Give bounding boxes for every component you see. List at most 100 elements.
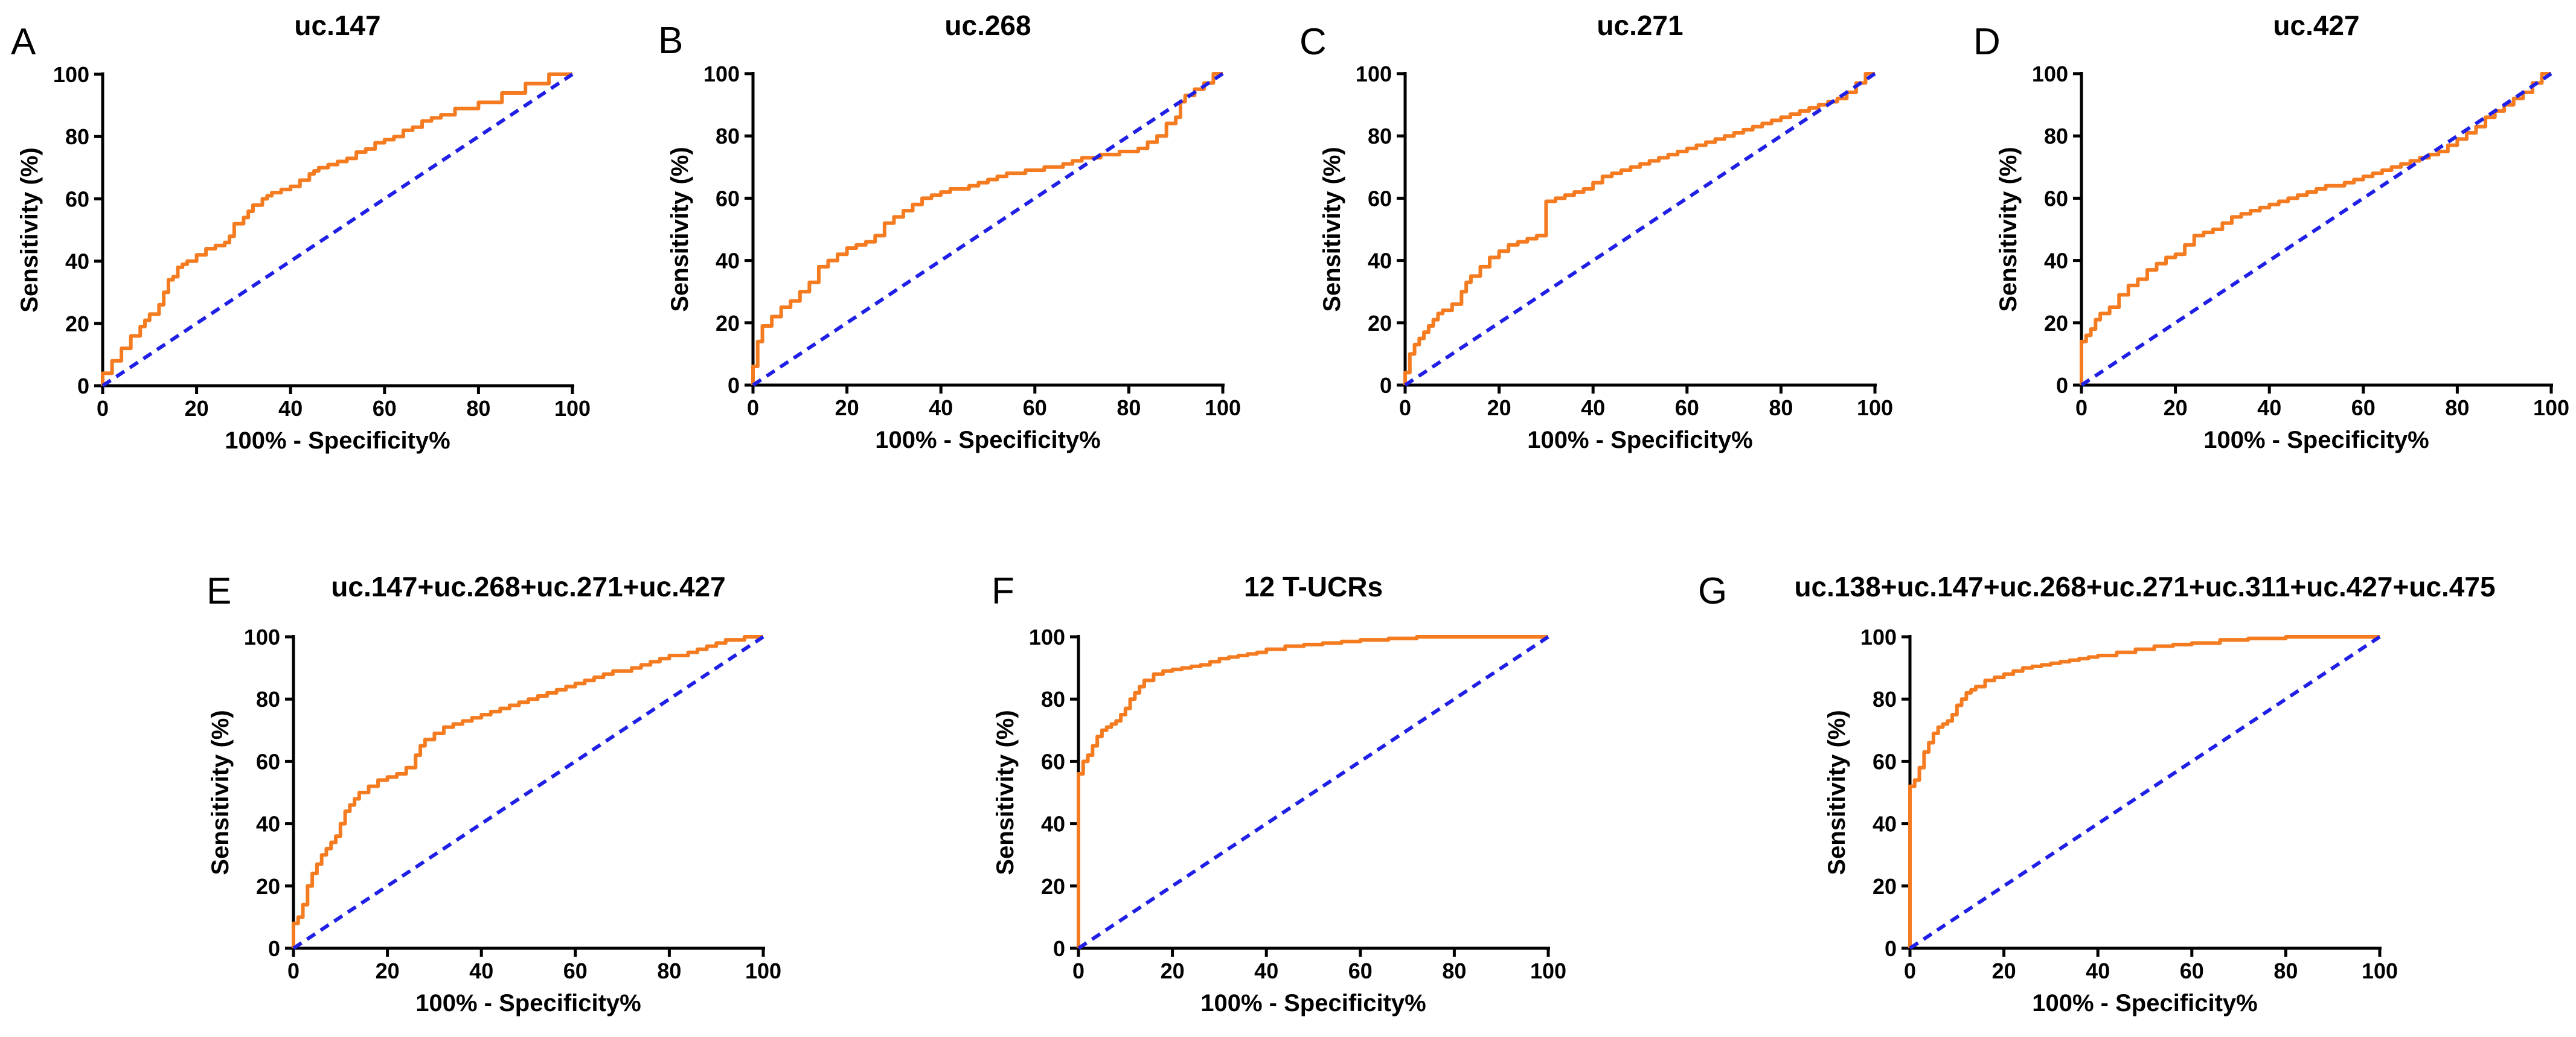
y-tick-label: 0 — [1885, 936, 1897, 961]
y-tick-label: 80 — [256, 687, 280, 712]
x-tick-label: 0 — [1399, 395, 1411, 420]
x-tick-label: 60 — [2180, 959, 2204, 983]
x-tick-label: 100 — [2533, 395, 2569, 420]
x-axis-title: 100% - Specificity% — [875, 427, 1101, 453]
y-axis-title: Sensitivity (%) — [207, 710, 234, 875]
y-tick-label: 100 — [244, 625, 280, 649]
x-tick-label: 0 — [1072, 959, 1085, 983]
y-tick-label: 40 — [1873, 812, 1897, 837]
y-tick-label: 40 — [1041, 812, 1065, 837]
reference-diagonal-line — [752, 72, 1224, 387]
x-tick-label: 20 — [376, 959, 400, 983]
panel-letter: B — [658, 20, 683, 62]
x-axis-title: 100% - Specificity% — [1200, 990, 1426, 1016]
chart-title: uc.271 — [1597, 10, 1683, 41]
y-tick-label: 40 — [65, 249, 89, 274]
x-tick-label: 20 — [1487, 395, 1511, 420]
x-tick-label: 80 — [466, 396, 490, 421]
y-tick-label: 0 — [77, 374, 89, 398]
roc-panel-f: F 12 T-UCRs 0 20 40 60 80 100 0 20 40 60 80 100 100% -… — [992, 570, 1566, 1016]
roc-curve-line — [2080, 72, 2551, 385]
roc-curve-line — [1403, 72, 1875, 385]
y-tick-label: 40 — [716, 249, 740, 273]
x-tick-label: 60 — [1675, 395, 1699, 420]
x-tick-label: 80 — [657, 959, 681, 983]
x-tick-label: 40 — [469, 959, 493, 983]
x-tick-label: 40 — [1254, 959, 1278, 983]
x-tick-label: 60 — [1023, 395, 1047, 420]
chart-title: 12 T-UCRs — [1244, 571, 1383, 602]
x-tick-label: 100 — [1205, 395, 1241, 420]
x-tick-label: 0 — [287, 959, 300, 983]
panel-letter: C — [1299, 21, 1327, 63]
y-tick-label: 100 — [703, 62, 740, 86]
y-tick-label: 100 — [1356, 62, 1392, 86]
x-tick-label: 0 — [1904, 959, 1916, 983]
chart-title: uc.268 — [944, 10, 1031, 41]
chart-title: uc.147 — [294, 10, 380, 41]
y-tick-label: 40 — [256, 812, 280, 837]
roc-curve-line — [101, 72, 572, 386]
x-tick-label: 100 — [1857, 395, 1893, 420]
x-axis-title: 100% - Specificity% — [2203, 427, 2429, 453]
y-tick-label: 20 — [716, 311, 740, 336]
reference-diagonal-line — [1404, 72, 1876, 387]
panel-letter: G — [1698, 570, 1727, 612]
x-tick-label: 20 — [185, 396, 209, 421]
y-axis-title: Sensitivity (%) — [1319, 147, 1345, 311]
x-tick-label: 40 — [1581, 395, 1605, 420]
x-tick-label: 20 — [1992, 959, 2016, 983]
x-tick-label: 80 — [1769, 395, 1793, 420]
panel-letter: F — [992, 570, 1014, 612]
y-tick-label: 100 — [1860, 625, 1897, 649]
y-tick-label: 20 — [1368, 311, 1392, 336]
x-axis-title: 100% - Specificity% — [1527, 427, 1753, 453]
reference-diagonal-line — [101, 72, 574, 388]
chart-title: uc.138+uc.147+uc.268+uc.271+uc.311+uc.42… — [1794, 571, 2495, 602]
x-tick-label: 60 — [1348, 959, 1373, 983]
x-tick-label: 20 — [1161, 959, 1185, 983]
x-tick-label: 0 — [747, 395, 759, 420]
y-axis-title: Sensitivity (%) — [992, 710, 1019, 875]
reference-diagonal-line — [1909, 635, 2381, 950]
chart-title: uc.147+uc.268+uc.271+uc.427 — [331, 571, 725, 602]
y-tick-label: 0 — [268, 936, 280, 961]
x-tick-label: 20 — [2164, 395, 2188, 420]
x-tick-label: 60 — [2351, 395, 2376, 420]
chart-title: uc.427 — [2273, 10, 2359, 41]
x-tick-label: 60 — [563, 959, 588, 983]
y-tick-label: 100 — [53, 62, 89, 87]
y-tick-label: 60 — [1368, 186, 1392, 211]
y-tick-label: 60 — [256, 749, 280, 774]
roc-curve-line — [751, 72, 1223, 385]
y-tick-label: 60 — [716, 186, 740, 211]
x-tick-label: 20 — [835, 395, 859, 420]
y-tick-label: 80 — [1873, 687, 1897, 712]
reference-diagonal-line — [2080, 72, 2552, 387]
y-axis-title: Sensitivity (%) — [1995, 147, 2022, 311]
y-tick-label: 80 — [65, 124, 89, 149]
y-tick-label: 60 — [1873, 749, 1897, 774]
y-tick-label: 60 — [1041, 749, 1065, 774]
x-tick-label: 40 — [278, 396, 303, 421]
x-tick-label: 100 — [745, 959, 781, 983]
reference-diagonal-line — [292, 635, 764, 950]
x-tick-label: 100 — [1530, 959, 1566, 983]
x-tick-label: 40 — [929, 395, 953, 420]
y-tick-label: 80 — [1368, 124, 1392, 148]
y-tick-label: 40 — [1368, 249, 1392, 273]
y-tick-label: 60 — [65, 187, 89, 211]
y-tick-label: 0 — [1053, 936, 1065, 961]
x-axis-title: 100% - Specificity% — [415, 990, 641, 1016]
y-tick-label: 20 — [2044, 311, 2068, 336]
x-tick-label: 0 — [2075, 395, 2087, 420]
panel-letter: E — [207, 570, 231, 612]
y-tick-label: 80 — [1041, 687, 1065, 712]
y-tick-label: 0 — [728, 373, 740, 398]
roc-curve-line — [1908, 635, 2380, 948]
